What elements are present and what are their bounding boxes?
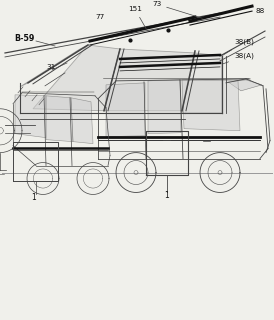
Text: 77: 77 bbox=[95, 14, 104, 20]
Text: 38(B): 38(B) bbox=[222, 39, 254, 55]
Text: 73: 73 bbox=[152, 1, 202, 18]
Text: 38(A): 38(A) bbox=[222, 53, 254, 64]
Polygon shape bbox=[182, 53, 222, 113]
Text: 1: 1 bbox=[165, 191, 169, 200]
Polygon shape bbox=[106, 83, 145, 137]
Text: 31: 31 bbox=[46, 64, 55, 70]
Polygon shape bbox=[71, 98, 93, 144]
Polygon shape bbox=[148, 80, 181, 134]
Polygon shape bbox=[20, 45, 88, 87]
Polygon shape bbox=[228, 80, 262, 91]
Polygon shape bbox=[46, 96, 73, 142]
Text: 88: 88 bbox=[255, 8, 264, 14]
Text: 1: 1 bbox=[31, 193, 36, 203]
Polygon shape bbox=[182, 80, 240, 131]
Polygon shape bbox=[104, 49, 195, 111]
Text: B-59: B-59 bbox=[14, 34, 34, 43]
Text: 151: 151 bbox=[128, 6, 147, 30]
Polygon shape bbox=[15, 95, 46, 138]
Polygon shape bbox=[33, 45, 120, 111]
